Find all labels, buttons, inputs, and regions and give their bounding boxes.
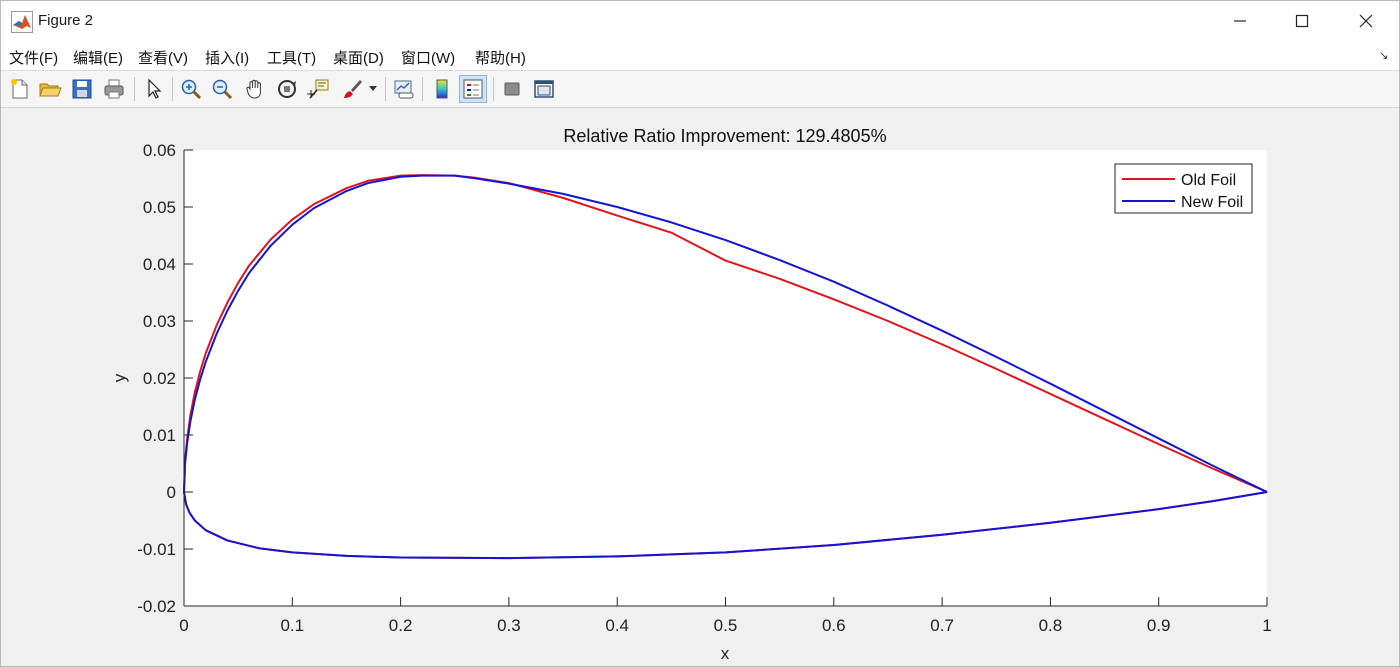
edit-plot-button[interactable]: [140, 75, 168, 103]
minimize-button[interactable]: [1211, 1, 1269, 41]
show-plot-tools-button[interactable]: [530, 75, 558, 103]
series-layer: [183, 174, 1268, 560]
x-tick-label: 0.2: [389, 616, 413, 635]
title-bar[interactable]: Figure 2: [1, 1, 1399, 41]
brush-icon: [344, 80, 362, 98]
toolbar-separator: [134, 77, 135, 101]
new-figure-icon: [11, 79, 28, 99]
undock-arrow-icon[interactable]: ↘: [1379, 50, 1389, 62]
x-tick-label: 0.3: [497, 616, 521, 635]
toolbar-separator: [385, 77, 386, 101]
link-plot-icon: [394, 80, 414, 99]
chevron-down-icon: [369, 86, 377, 91]
x-tick-label: 0.8: [1039, 616, 1063, 635]
zoom-out-button[interactable]: [208, 75, 236, 103]
menu-desktop[interactable]: 桌面(D): [333, 50, 384, 67]
x-axis-label: x: [721, 644, 730, 663]
brush-button[interactable]: [338, 75, 366, 103]
y-tick-label: 0.03: [143, 312, 176, 331]
menu-help[interactable]: 帮助(H): [475, 50, 526, 67]
y-axis-label: y: [110, 373, 129, 382]
save-button[interactable]: [68, 75, 96, 103]
new-figure-button[interactable]: [5, 75, 33, 103]
menu-file[interactable]: 文件(F): [9, 50, 59, 67]
insert-legend-button[interactable]: [459, 75, 487, 103]
series-line-new-foil: [183, 174, 1268, 560]
show-plot-tools-icon: [534, 80, 554, 98]
chart-title: Relative Ratio Improvement: 129.4805%: [563, 126, 886, 146]
menu-insert[interactable]: 插入(I): [205, 50, 250, 67]
menu-window[interactable]: 窗口(W): [401, 50, 456, 67]
menu-view[interactable]: 查看(V): [138, 50, 188, 67]
menu-bar: 文件(F) 编辑(E) 查看(V) 插入(I) 工具(T) 桌面(D) 窗口(W…: [1, 41, 1399, 71]
link-plot-button[interactable]: [390, 75, 418, 103]
y-tick-label: 0.02: [143, 369, 176, 388]
pan-button[interactable]: [241, 75, 269, 103]
legend-box: [1114, 163, 1253, 214]
legend-label-new-foil: New Foil: [1181, 194, 1243, 211]
x-tick-label: 0.7: [930, 616, 954, 635]
toolbar-separator: [422, 77, 423, 101]
x-tick-label: 0: [179, 616, 188, 635]
data-cursor-icon: [307, 79, 329, 99]
x-tick-label: 0.9: [1147, 616, 1171, 635]
colorbar-icon: [436, 79, 448, 99]
open-folder-icon: [39, 83, 62, 97]
y-tick-label: 0: [167, 483, 176, 502]
open-file-button[interactable]: [36, 75, 64, 103]
legend[interactable]: Old Foil New Foil: [1114, 163, 1253, 214]
figure-canvas[interactable]: 0 0.1 0.2 0.3 0.4 0.5 0.6 0.7 0.8 0.9 1 -0.02 -0.01 0…: [1, 108, 1399, 666]
axis-layer: 0 0.1 0.2 0.3 0.4 0.5 0.6 0.7 0.8 0.9 1 -0.02 -0.01 0…: [137, 141, 1271, 635]
x-tick-label: 1: [1262, 616, 1271, 635]
data-cursor-button[interactable]: [305, 75, 333, 103]
menu-edit[interactable]: 编辑(E): [73, 50, 123, 67]
minimize-icon: [1234, 20, 1246, 22]
zoom-out-icon: [212, 79, 233, 100]
y-tick-label: -0.02: [137, 597, 176, 616]
save-icon: [72, 79, 92, 99]
legend-label-old-foil: Old Foil: [1181, 172, 1236, 189]
pan-hand-icon: [246, 79, 261, 99]
matlab-logo-icon: [11, 11, 33, 33]
y-tick-label: -0.01: [137, 540, 176, 559]
y-tick-label: 0.05: [143, 198, 176, 217]
maximize-icon: [1295, 14, 1309, 28]
print-button[interactable]: [100, 75, 128, 103]
legend-icon: [463, 79, 483, 99]
insert-colorbar-button[interactable]: [428, 75, 456, 103]
menu-tools[interactable]: 工具(T): [267, 50, 317, 67]
window-title: Figure 2: [38, 12, 94, 29]
close-icon: [1359, 14, 1373, 28]
print-icon: [104, 79, 124, 99]
zoom-in-button[interactable]: [177, 75, 205, 103]
x-tick-label: 0.1: [280, 616, 304, 635]
pointer-icon: [148, 78, 162, 99]
x-tick-label: 0.4: [605, 616, 629, 635]
plot-area[interactable]: 0 0.1 0.2 0.3 0.4 0.5 0.6 0.7 0.8 0.9 1 -0.02 -0.01 0…: [1, 108, 1399, 666]
hide-plot-tools-icon: [504, 82, 520, 96]
y-tick-label: 0.04: [143, 255, 176, 274]
toolbar-separator: [493, 77, 494, 101]
close-button[interactable]: [1337, 1, 1395, 41]
x-tick-label: 0.5: [714, 616, 738, 635]
y-tick-label: 0.01: [143, 426, 176, 445]
rotate-3d-icon: [278, 80, 296, 98]
toolbar-separator: [172, 77, 173, 101]
maximize-button[interactable]: [1273, 1, 1331, 41]
rotate-3d-button[interactable]: [273, 75, 301, 103]
figure-toolbar: [1, 71, 1399, 108]
hide-plot-tools-button[interactable]: [498, 75, 526, 103]
brush-dropdown-button[interactable]: [366, 75, 380, 103]
zoom-in-icon: [181, 79, 202, 100]
y-tick-label: 0.06: [143, 141, 176, 160]
x-tick-label: 0.6: [822, 616, 846, 635]
axes-background: [184, 150, 1267, 606]
